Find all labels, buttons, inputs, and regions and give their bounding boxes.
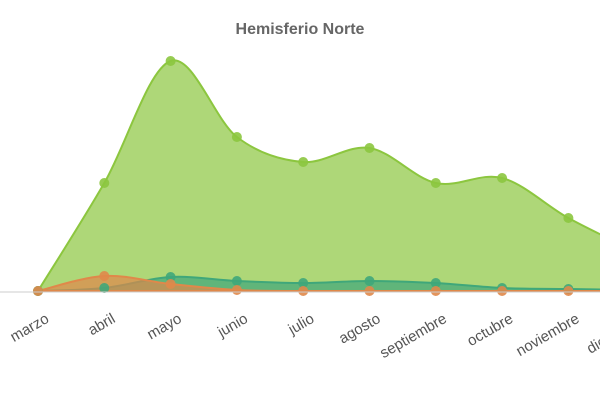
x-tick-label: junio [214,310,251,341]
chart-title: Hemisferio Norte [236,21,365,38]
x-tick-label: julio [285,310,317,339]
x-tick-label: agosto [336,310,384,347]
point [430,286,441,296]
x-tick-label: mayo [144,310,184,343]
point [364,143,375,153]
area [36,59,600,292]
point [497,173,508,183]
x-tick-label: septiembre [377,310,450,362]
point [165,56,176,66]
point [99,271,110,281]
point [497,286,508,296]
point [298,286,309,296]
point [231,132,242,142]
x-tick-label: abril [85,310,118,339]
point [99,283,110,293]
point [364,276,375,286]
point [298,278,309,288]
point [33,286,43,296]
point [298,157,309,167]
x-tick-label: diciembre [584,310,600,357]
point [231,285,242,295]
point [165,279,176,289]
point [430,278,441,288]
area [37,274,600,293]
x-tick-label: noviembre [513,310,582,360]
point [231,276,242,286]
point [563,213,574,223]
x-tick-label: marzo [7,310,52,346]
point [364,286,375,296]
point [430,178,441,188]
point [99,178,110,188]
x-tick-label: octubre [464,310,516,350]
point [165,272,176,282]
point [563,286,574,296]
